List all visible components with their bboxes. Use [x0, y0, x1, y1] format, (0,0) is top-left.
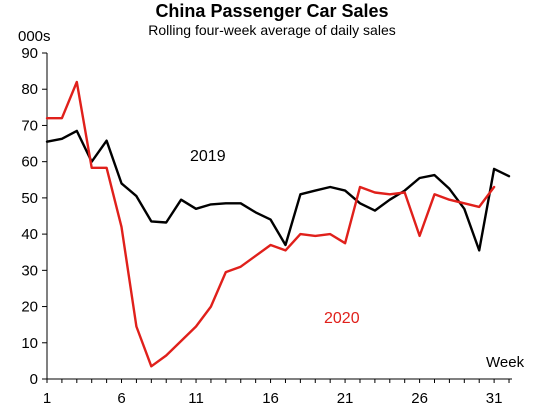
y-unit-label: 000s	[18, 28, 51, 45]
y-tick-label-90: 90	[21, 45, 38, 62]
x-tick-label-6: 6	[117, 390, 125, 407]
y-tick-label-80: 80	[21, 81, 38, 98]
y-tick-label-70: 70	[21, 117, 38, 134]
y-tick-label-60: 60	[21, 154, 38, 171]
x-tick-label-21: 21	[337, 390, 354, 407]
x-tick-label-26: 26	[411, 390, 428, 407]
series-lines	[45, 80, 511, 368]
chart-title: China Passenger Car Sales	[155, 1, 388, 21]
annotation-2020: 2020	[324, 310, 360, 327]
y-tick-label-0: 0	[30, 371, 38, 388]
x-axis-label: Week	[486, 354, 525, 371]
y-tick-label-50: 50	[21, 190, 38, 207]
x-tick-label-16: 16	[262, 390, 279, 407]
series-line-2020	[45, 80, 496, 368]
chart-subtitle: Rolling four-week average of daily sales	[148, 22, 395, 38]
series-line-2019	[45, 129, 511, 252]
y-tick-label-30: 30	[21, 262, 38, 279]
annotation-2019: 2019	[190, 148, 226, 165]
x-tick-label-11: 11	[188, 390, 204, 407]
y-tick-label-40: 40	[21, 226, 38, 243]
x-tick-label-31: 31	[486, 390, 503, 407]
y-tick-label-10: 10	[21, 335, 38, 352]
y-tick-label-20: 20	[21, 299, 38, 316]
x-tick-label-1: 1	[43, 390, 51, 407]
